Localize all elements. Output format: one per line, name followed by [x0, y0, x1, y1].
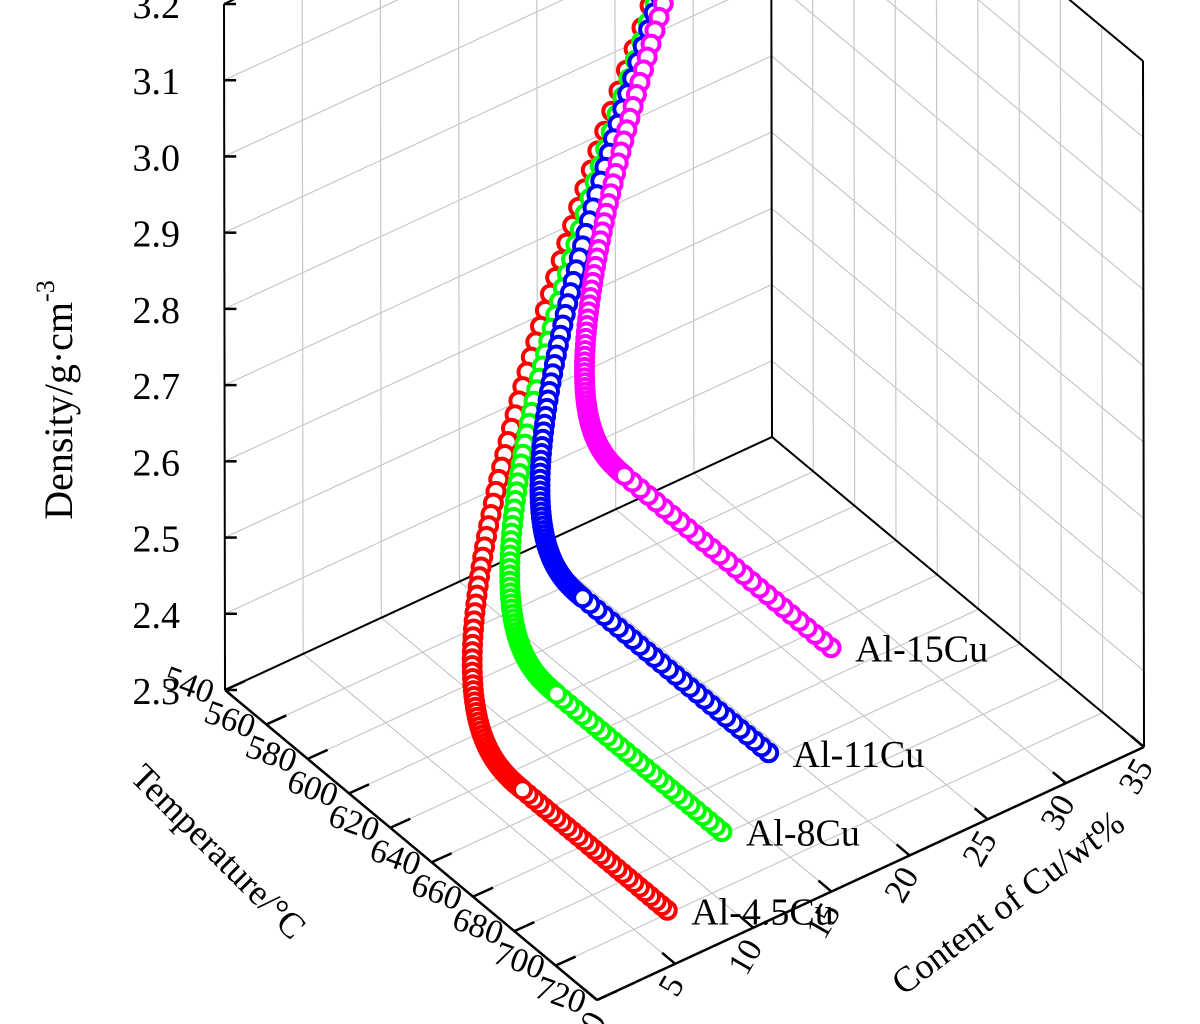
temperature-axis-line	[224, 689, 598, 1001]
density-tick-label: 2.6	[133, 442, 181, 484]
series-label-Al-11Cu: Al-11Cu	[793, 734, 925, 776]
series-layer	[461, 0, 842, 921]
density-tick-label: 2.7	[133, 366, 181, 408]
temperature-tick-mark	[555, 955, 577, 967]
data-point	[572, 587, 594, 609]
side-wall-gridline	[977, 0, 980, 610]
back-wall-gridline	[457, 0, 461, 582]
back-wall-gridline	[224, 55, 772, 310]
density-tick-label: 2.9	[133, 214, 181, 256]
floor-gridline	[514, 677, 1062, 932]
copper-tick-mark	[583, 988, 598, 1001]
box-edge	[1142, 60, 1145, 748]
copper-tick-label: 5	[652, 969, 693, 1002]
side-wall-gridline	[812, 0, 814, 472]
grid-layer	[223, 0, 1145, 1001]
box-edge	[223, 3, 226, 691]
floor-gridline	[380, 617, 754, 929]
side-wall-gridline	[794, 0, 1144, 291]
back-wall-gridline	[224, 207, 772, 462]
temperature-axis-label: Temperature/°C	[123, 756, 314, 947]
copper-tick-mark	[661, 951, 676, 965]
series-label-Al-4.5Cu: Al-4.5Cu	[691, 891, 834, 933]
copper-tick-mark	[895, 843, 911, 857]
copper-tick-mark	[1130, 735, 1145, 748]
side-wall-gridline	[771, 284, 1145, 596]
temperature-tick-mark	[596, 989, 618, 1002]
side-wall-gridline	[894, 0, 897, 541]
density-axis-label: Density/g·cm-3	[31, 280, 81, 519]
side-wall-gridline	[1068, 0, 1144, 62]
density-tick-label: 3.0	[133, 137, 181, 179]
floor-gridline	[537, 544, 910, 856]
temperature-tick-mark	[389, 817, 411, 829]
floor-gridline	[431, 608, 979, 863]
temperature-tick-mark	[307, 748, 329, 761]
back-wall-gridline	[223, 0, 235, 5]
data-point	[613, 464, 635, 486]
side-wall-gridline	[1101, 26, 1104, 713]
side-wall-gridline	[935, 0, 938, 575]
side-wall-gridline	[771, 360, 1145, 672]
back-wall-gridline	[223, 0, 399, 81]
floor-gridline	[302, 653, 676, 965]
copper-tick-mark	[817, 879, 833, 893]
series-Al-15Cu	[573, 0, 842, 659]
floor-gridline	[472, 643, 1021, 898]
density-tick-label: 2.4	[133, 595, 181, 637]
density-tick-label: 3.1	[133, 61, 181, 103]
copper-axis-label: Content of Cu/wt%	[884, 802, 1132, 1002]
side-wall-gridline	[1059, 0, 1062, 679]
side-wall-gridline	[886, 0, 1144, 214]
floor-gridline	[348, 539, 897, 794]
temperature-tick-mark	[348, 783, 370, 795]
temperature-tick-mark	[472, 886, 494, 898]
series-Al-11Cu	[529, 0, 780, 764]
floor-gridline	[555, 712, 1103, 967]
density-tick-label: 2.3	[133, 671, 181, 713]
floor-gridline	[266, 470, 814, 725]
box-edge	[224, 436, 773, 691]
side-wall-gridline	[771, 55, 1144, 367]
series-label-Al-8Cu: Al-8Cu	[746, 813, 860, 855]
copper-tick-mark	[1052, 771, 1067, 785]
copper-axis-line	[596, 745, 1145, 1002]
series-label-Al-15Cu: Al-15Cu	[855, 629, 988, 671]
box-edge	[1068, 0, 1144, 62]
side-wall-gridline	[1018, 0, 1021, 644]
temperature-tick-mark	[265, 714, 287, 726]
back-wall-gridline	[379, 0, 382, 618]
temperature-tick-mark	[224, 679, 246, 692]
density-tick-label: 2.8	[133, 290, 181, 332]
back-wall-gridline	[692, 0, 695, 474]
density-tick-label: 3.2	[133, 0, 181, 27]
box-edge	[223, 0, 236, 5]
box-edge	[770, 0, 773, 438]
back-wall-gridline	[224, 284, 773, 539]
temperature-tick-mark	[513, 920, 535, 933]
back-wall-gridline	[224, 0, 729, 234]
back-wall-gridline	[223, 0, 564, 157]
copper-tick-mark	[739, 915, 755, 929]
side-wall-gridline	[977, 0, 1144, 138]
back-wall-gridline	[301, 0, 304, 654]
floor-gridline	[615, 508, 989, 820]
copper-tick-mark	[973, 807, 989, 821]
side-wall-gridline	[771, 131, 1144, 443]
back-wall-gridline	[224, 131, 772, 386]
axes-box	[223, 0, 1145, 1002]
density-tick-label: 2.5	[133, 519, 181, 561]
floor-gridline	[307, 505, 855, 760]
side-wall-gridline	[853, 0, 856, 506]
copper-tick-label: 0	[573, 1006, 614, 1024]
data-point	[546, 683, 568, 705]
box-edge	[771, 436, 1145, 748]
side-wall-gridline	[771, 207, 1145, 519]
floor-gridline	[693, 472, 1067, 784]
floor-gridline	[390, 574, 938, 829]
data-point	[512, 779, 534, 801]
temperature-tick-mark	[431, 852, 453, 864]
